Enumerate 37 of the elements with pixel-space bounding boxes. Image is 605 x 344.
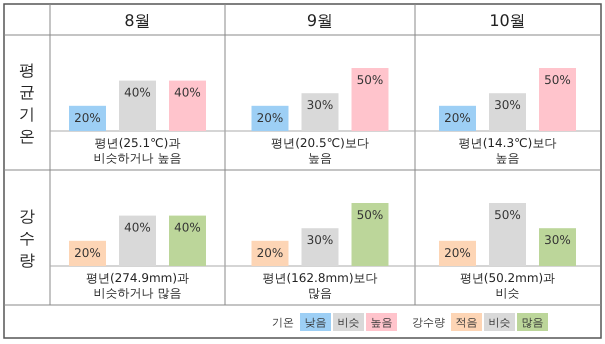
text: 많음 <box>522 316 544 329</box>
data-label: 20% <box>444 110 471 125</box>
data-label: 20% <box>74 110 101 125</box>
text: 기온 <box>272 316 294 329</box>
data-label: 30% <box>494 98 521 112</box>
text: 평년(25.1℃)과 비슷하거나 높음 <box>94 136 182 165</box>
text: 적음 <box>456 316 478 329</box>
data-label: 20% <box>256 110 284 125</box>
data-label: 50% <box>494 208 521 222</box>
text: 평년(50.2mm)과 비슷 <box>460 271 556 300</box>
data-label: 40% <box>124 220 151 235</box>
text: 낮음 <box>304 316 326 329</box>
data-label: 50% <box>356 73 384 87</box>
data-label: 20% <box>74 246 101 260</box>
data-label: 50% <box>544 73 571 87</box>
text: 평년(162.8mm)보다 많음 <box>262 271 378 300</box>
data-label: 40% <box>124 86 151 100</box>
text: 비슷 <box>338 316 360 329</box>
data-label: 30% <box>306 233 334 248</box>
text: 평년(274.9mm)과 비슷하거나 많음 <box>86 271 190 300</box>
chart-title: 9월 <box>306 11 334 30</box>
chart-title: 8월 <box>124 11 151 30</box>
data-label: 30% <box>306 98 334 112</box>
data-label: 20% <box>256 246 284 260</box>
data-label: 40% <box>174 220 201 235</box>
data-label: 40% <box>174 86 201 100</box>
text: 강수량 <box>412 316 445 329</box>
text: 비슷 <box>488 316 510 329</box>
text: 평년(14.3℃)보다 높음 <box>458 136 556 165</box>
chart-title: 10월 <box>489 11 526 30</box>
data-label: 30% <box>544 233 571 248</box>
y-axis-title: 강수량 <box>19 206 35 270</box>
text: 평년(20.5℃)보다 높음 <box>271 136 369 165</box>
text: 높음 <box>370 316 392 329</box>
data-label: 20% <box>444 246 471 260</box>
data-label: 50% <box>356 208 384 222</box>
y-axis-title: 평균기온 <box>19 60 35 146</box>
